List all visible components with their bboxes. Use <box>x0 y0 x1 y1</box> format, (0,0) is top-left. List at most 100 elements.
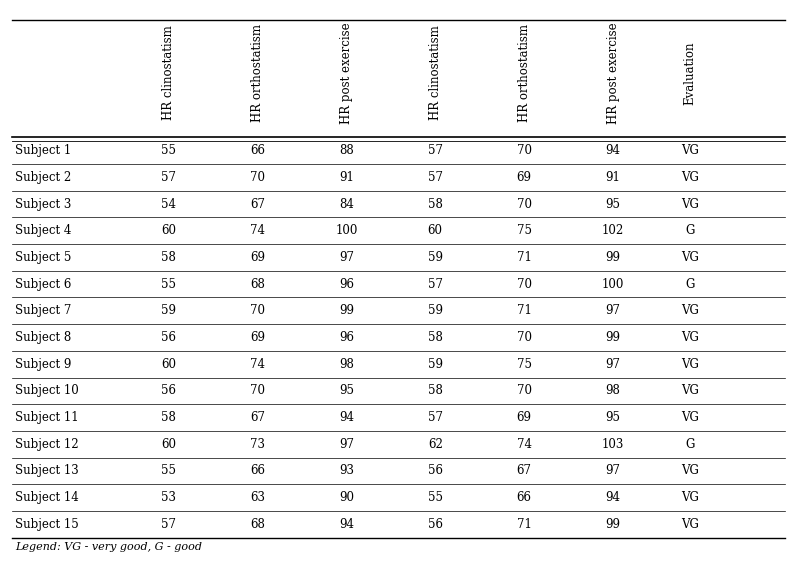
Text: 94: 94 <box>339 411 354 424</box>
Text: VG: VG <box>681 144 699 157</box>
Text: 69: 69 <box>250 251 265 264</box>
Text: 66: 66 <box>250 144 265 157</box>
Text: 58: 58 <box>428 384 442 398</box>
Text: 95: 95 <box>606 197 621 210</box>
Text: 100: 100 <box>335 224 358 237</box>
Text: VG: VG <box>681 518 699 531</box>
Text: 98: 98 <box>606 384 621 398</box>
Text: Subject 15: Subject 15 <box>15 518 79 531</box>
Text: 70: 70 <box>516 331 532 344</box>
Text: 96: 96 <box>339 331 354 344</box>
Text: HR clinostatism: HR clinostatism <box>429 26 442 120</box>
Text: VG: VG <box>681 171 699 184</box>
Text: 66: 66 <box>250 464 265 478</box>
Text: 70: 70 <box>250 171 265 184</box>
Text: VG: VG <box>681 384 699 398</box>
Text: Subject 4: Subject 4 <box>15 224 72 237</box>
Text: HR clinostatism: HR clinostatism <box>162 26 175 120</box>
Text: 57: 57 <box>428 171 442 184</box>
Text: Subject 1: Subject 1 <box>15 144 72 157</box>
Text: 56: 56 <box>161 384 176 398</box>
Text: 97: 97 <box>606 304 621 317</box>
Text: 59: 59 <box>428 358 442 371</box>
Text: Legend: VG - very good, G - good: Legend: VG - very good, G - good <box>15 542 202 552</box>
Text: G: G <box>685 224 695 237</box>
Text: 99: 99 <box>606 251 621 264</box>
Text: 69: 69 <box>516 411 532 424</box>
Text: 97: 97 <box>339 251 354 264</box>
Text: 71: 71 <box>516 304 532 317</box>
Text: Subject 3: Subject 3 <box>15 197 72 210</box>
Text: VG: VG <box>681 411 699 424</box>
Text: Subject 5: Subject 5 <box>15 251 72 264</box>
Text: 67: 67 <box>250 411 265 424</box>
Text: Subject 12: Subject 12 <box>15 438 79 451</box>
Text: Subject 8: Subject 8 <box>15 331 72 344</box>
Text: 57: 57 <box>161 518 176 531</box>
Text: 60: 60 <box>161 438 176 451</box>
Text: VG: VG <box>681 464 699 478</box>
Text: 97: 97 <box>606 358 621 371</box>
Text: 74: 74 <box>250 358 265 371</box>
Text: 62: 62 <box>428 438 442 451</box>
Text: VG: VG <box>681 304 699 317</box>
Text: 90: 90 <box>339 491 354 504</box>
Text: 74: 74 <box>250 224 265 237</box>
Text: 58: 58 <box>428 197 442 210</box>
Text: 93: 93 <box>339 464 354 478</box>
Text: 103: 103 <box>602 438 624 451</box>
Text: 99: 99 <box>606 518 621 531</box>
Text: 95: 95 <box>606 411 621 424</box>
Text: 57: 57 <box>428 277 442 291</box>
Text: Subject 14: Subject 14 <box>15 491 79 504</box>
Text: 98: 98 <box>339 358 354 371</box>
Text: 91: 91 <box>606 171 621 184</box>
Text: 67: 67 <box>516 464 532 478</box>
Text: VG: VG <box>681 358 699 371</box>
Text: 53: 53 <box>161 491 176 504</box>
Text: G: G <box>685 438 695 451</box>
Text: 60: 60 <box>161 224 176 237</box>
Text: Subject 13: Subject 13 <box>15 464 79 478</box>
Text: 68: 68 <box>250 518 265 531</box>
Text: 69: 69 <box>250 331 265 344</box>
Text: 99: 99 <box>606 331 621 344</box>
Text: 55: 55 <box>161 464 176 478</box>
Text: 67: 67 <box>250 197 265 210</box>
Text: 94: 94 <box>339 518 354 531</box>
Text: 70: 70 <box>516 384 532 398</box>
Text: 75: 75 <box>516 224 532 237</box>
Text: 97: 97 <box>339 438 354 451</box>
Text: 59: 59 <box>428 304 442 317</box>
Text: 71: 71 <box>516 251 532 264</box>
Text: 56: 56 <box>161 331 176 344</box>
Text: 68: 68 <box>250 277 265 291</box>
Text: 99: 99 <box>339 304 354 317</box>
Text: HR orthostatism: HR orthostatism <box>251 24 264 122</box>
Text: G: G <box>685 277 695 291</box>
Text: 88: 88 <box>339 144 354 157</box>
Text: VG: VG <box>681 331 699 344</box>
Text: 57: 57 <box>428 411 442 424</box>
Text: Subject 11: Subject 11 <box>15 411 79 424</box>
Text: 69: 69 <box>516 171 532 184</box>
Text: Subject 2: Subject 2 <box>15 171 72 184</box>
Text: 71: 71 <box>516 518 532 531</box>
Text: 97: 97 <box>606 464 621 478</box>
Text: 55: 55 <box>161 144 176 157</box>
Text: 59: 59 <box>428 251 442 264</box>
Text: 55: 55 <box>428 491 442 504</box>
Text: 74: 74 <box>516 438 532 451</box>
Text: Subject 6: Subject 6 <box>15 277 72 291</box>
Text: 91: 91 <box>339 171 354 184</box>
Text: 96: 96 <box>339 277 354 291</box>
Text: 60: 60 <box>161 358 176 371</box>
Text: 60: 60 <box>428 224 442 237</box>
Text: 63: 63 <box>250 491 265 504</box>
Text: 57: 57 <box>428 144 442 157</box>
Text: VG: VG <box>681 197 699 210</box>
Text: 70: 70 <box>516 197 532 210</box>
Text: 75: 75 <box>516 358 532 371</box>
Text: Subject 10: Subject 10 <box>15 384 79 398</box>
Text: 56: 56 <box>428 518 442 531</box>
